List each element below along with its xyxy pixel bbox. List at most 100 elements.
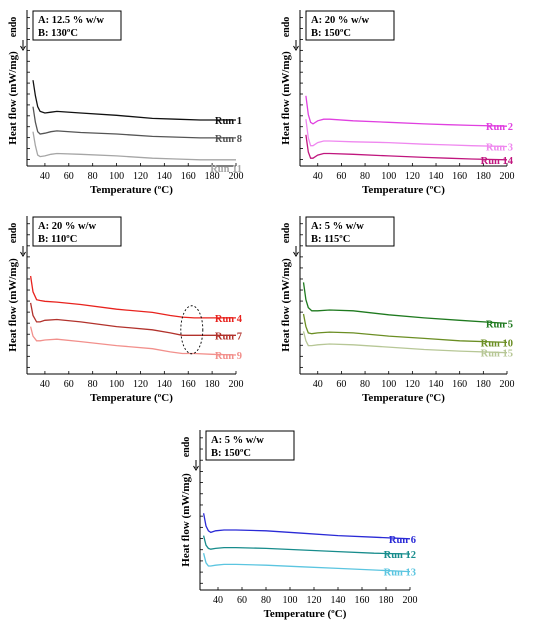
x-tick-label: 140 (429, 171, 444, 182)
series-line (305, 95, 508, 127)
x-tick-label: 100 (283, 595, 298, 606)
x-tick-label: 80 (360, 379, 370, 390)
x-tick-label: 60 (336, 379, 346, 390)
endo-arrow-head-icon (293, 251, 299, 257)
x-tick-label: 180 (205, 379, 220, 390)
condition-line: B: 115ºC (311, 234, 350, 245)
series-label: Run 3 (486, 143, 513, 154)
condition-box (305, 10, 395, 41)
x-tick-label: 60 (64, 379, 74, 390)
series-label: Run 14 (481, 156, 514, 167)
condition-line: B: 110ºC (38, 234, 77, 245)
x-axis-label: Temperature (ºC) (90, 392, 173, 404)
chart-panel-1: 40 60 80 100 120 140 160 180 200 Temperature (ºC)… (7, 10, 244, 196)
x-tick-label: 40 (313, 379, 323, 390)
series-label: Run 13 (384, 568, 416, 579)
condition-line: A: 12.5 % w/w (38, 15, 104, 26)
x-tick-label: 160 (355, 595, 370, 606)
series-line (29, 302, 236, 336)
x-tick-label: 140 (429, 379, 444, 390)
series-line (302, 331, 508, 354)
endo-arrow-head-icon (20, 251, 26, 257)
y-axis-label: Heat flow (mW/mg) (280, 258, 292, 352)
series-label: Run 12 (384, 550, 416, 561)
condition-box (32, 10, 122, 41)
x-tick-label: 160 (452, 171, 467, 182)
condition-line: A: 20 % w/w (38, 221, 96, 232)
x-tick-label: 180 (476, 379, 491, 390)
series-label: Run 1 (215, 116, 242, 127)
series-label: Run 5 (486, 319, 513, 330)
x-tick-label: 60 (237, 595, 247, 606)
condition-line: A: 5 % w/w (311, 221, 364, 232)
x-tick-label: 40 (213, 595, 223, 606)
condition-box (205, 430, 295, 461)
series-label: Run 11 (210, 164, 242, 175)
x-tick-label: 200 (500, 171, 515, 182)
x-tick-label: 100 (109, 171, 124, 182)
y-axis-label: Heat flow (mW/mg) (280, 51, 292, 145)
series-label: Run 6 (389, 535, 416, 546)
x-tick-label: 120 (133, 171, 148, 182)
y-axis-label: Heat flow (mW/mg) (7, 258, 19, 352)
condition-line: B: 150ºC (211, 448, 251, 459)
x-tick-label: 140 (331, 595, 346, 606)
x-tick-label: 120 (405, 171, 420, 182)
x-axis-label: Temperature (ºC) (264, 608, 347, 620)
condition-line: B: 130ºC (38, 28, 78, 39)
endo-label: endo (8, 223, 19, 244)
endo-arrow-head-icon (293, 45, 299, 51)
chart-panel-2: 40 60 80 100 120 140 160 180 200 Temperature (ºC)… (280, 10, 515, 196)
endo-label: endo (281, 17, 292, 38)
x-tick-label: 140 (157, 379, 172, 390)
x-tick-label: 40 (313, 171, 323, 182)
series-label: Run 15 (481, 349, 513, 360)
y-axis-label: Heat flow (mW/mg) (7, 51, 19, 145)
series-line (202, 535, 411, 555)
x-tick-label: 100 (381, 171, 396, 182)
x-tick-label: 80 (88, 379, 98, 390)
x-tick-label: 60 (336, 171, 346, 182)
endo-label: endo (281, 223, 292, 244)
x-axis-label: Temperature (ºC) (362, 392, 445, 404)
x-tick-label: 100 (381, 379, 396, 390)
x-tick-label: 160 (181, 171, 196, 182)
chart-panel-3: 40 60 80 100 120 140 160 180 200 Temperature (ºC)… (7, 216, 244, 404)
series-line (305, 134, 508, 161)
series-line (302, 282, 508, 325)
series-label: Run 10 (481, 338, 513, 349)
x-tick-label: 120 (405, 379, 420, 390)
series-line (32, 106, 236, 139)
x-tick-label: 80 (360, 171, 370, 182)
x-tick-label: 180 (476, 171, 491, 182)
x-tick-label: 200 (229, 379, 244, 390)
x-tick-label: 60 (64, 171, 74, 182)
series-line (29, 275, 236, 319)
highlight-ellipse (180, 305, 204, 355)
series-line (29, 326, 237, 356)
x-tick-label: 200 (403, 595, 418, 606)
x-tick-label: 80 (88, 171, 98, 182)
x-tick-label: 180 (379, 595, 394, 606)
series-line (302, 313, 508, 344)
x-axis-label: Temperature (ºC) (362, 184, 445, 196)
x-tick-label: 160 (181, 379, 196, 390)
x-axis-label: Temperature (ºC) (90, 184, 173, 196)
chart-panel-5: 40 60 80 100 120 140 160 180 200 Temperature (ºC)… (180, 430, 418, 620)
series-label: Run 8 (215, 134, 242, 145)
condition-line: A: 5 % w/w (211, 435, 264, 446)
chart-panel-4: 40 60 80 100 120 140 160 180 200 Temperature (ºC)… (280, 216, 515, 404)
x-tick-label: 120 (133, 379, 148, 390)
endo-label: endo (8, 17, 19, 38)
condition-line: A: 20 % w/w (311, 15, 369, 26)
x-tick-label: 200 (229, 171, 244, 182)
x-tick-label: 120 (307, 595, 322, 606)
condition-box (32, 216, 122, 247)
series-label: Run 7 (215, 331, 242, 342)
x-tick-label: 40 (40, 171, 50, 182)
series-line (305, 119, 508, 148)
x-tick-label: 140 (157, 171, 172, 182)
series-line (32, 131, 236, 161)
series-label: Run 2 (486, 122, 513, 133)
